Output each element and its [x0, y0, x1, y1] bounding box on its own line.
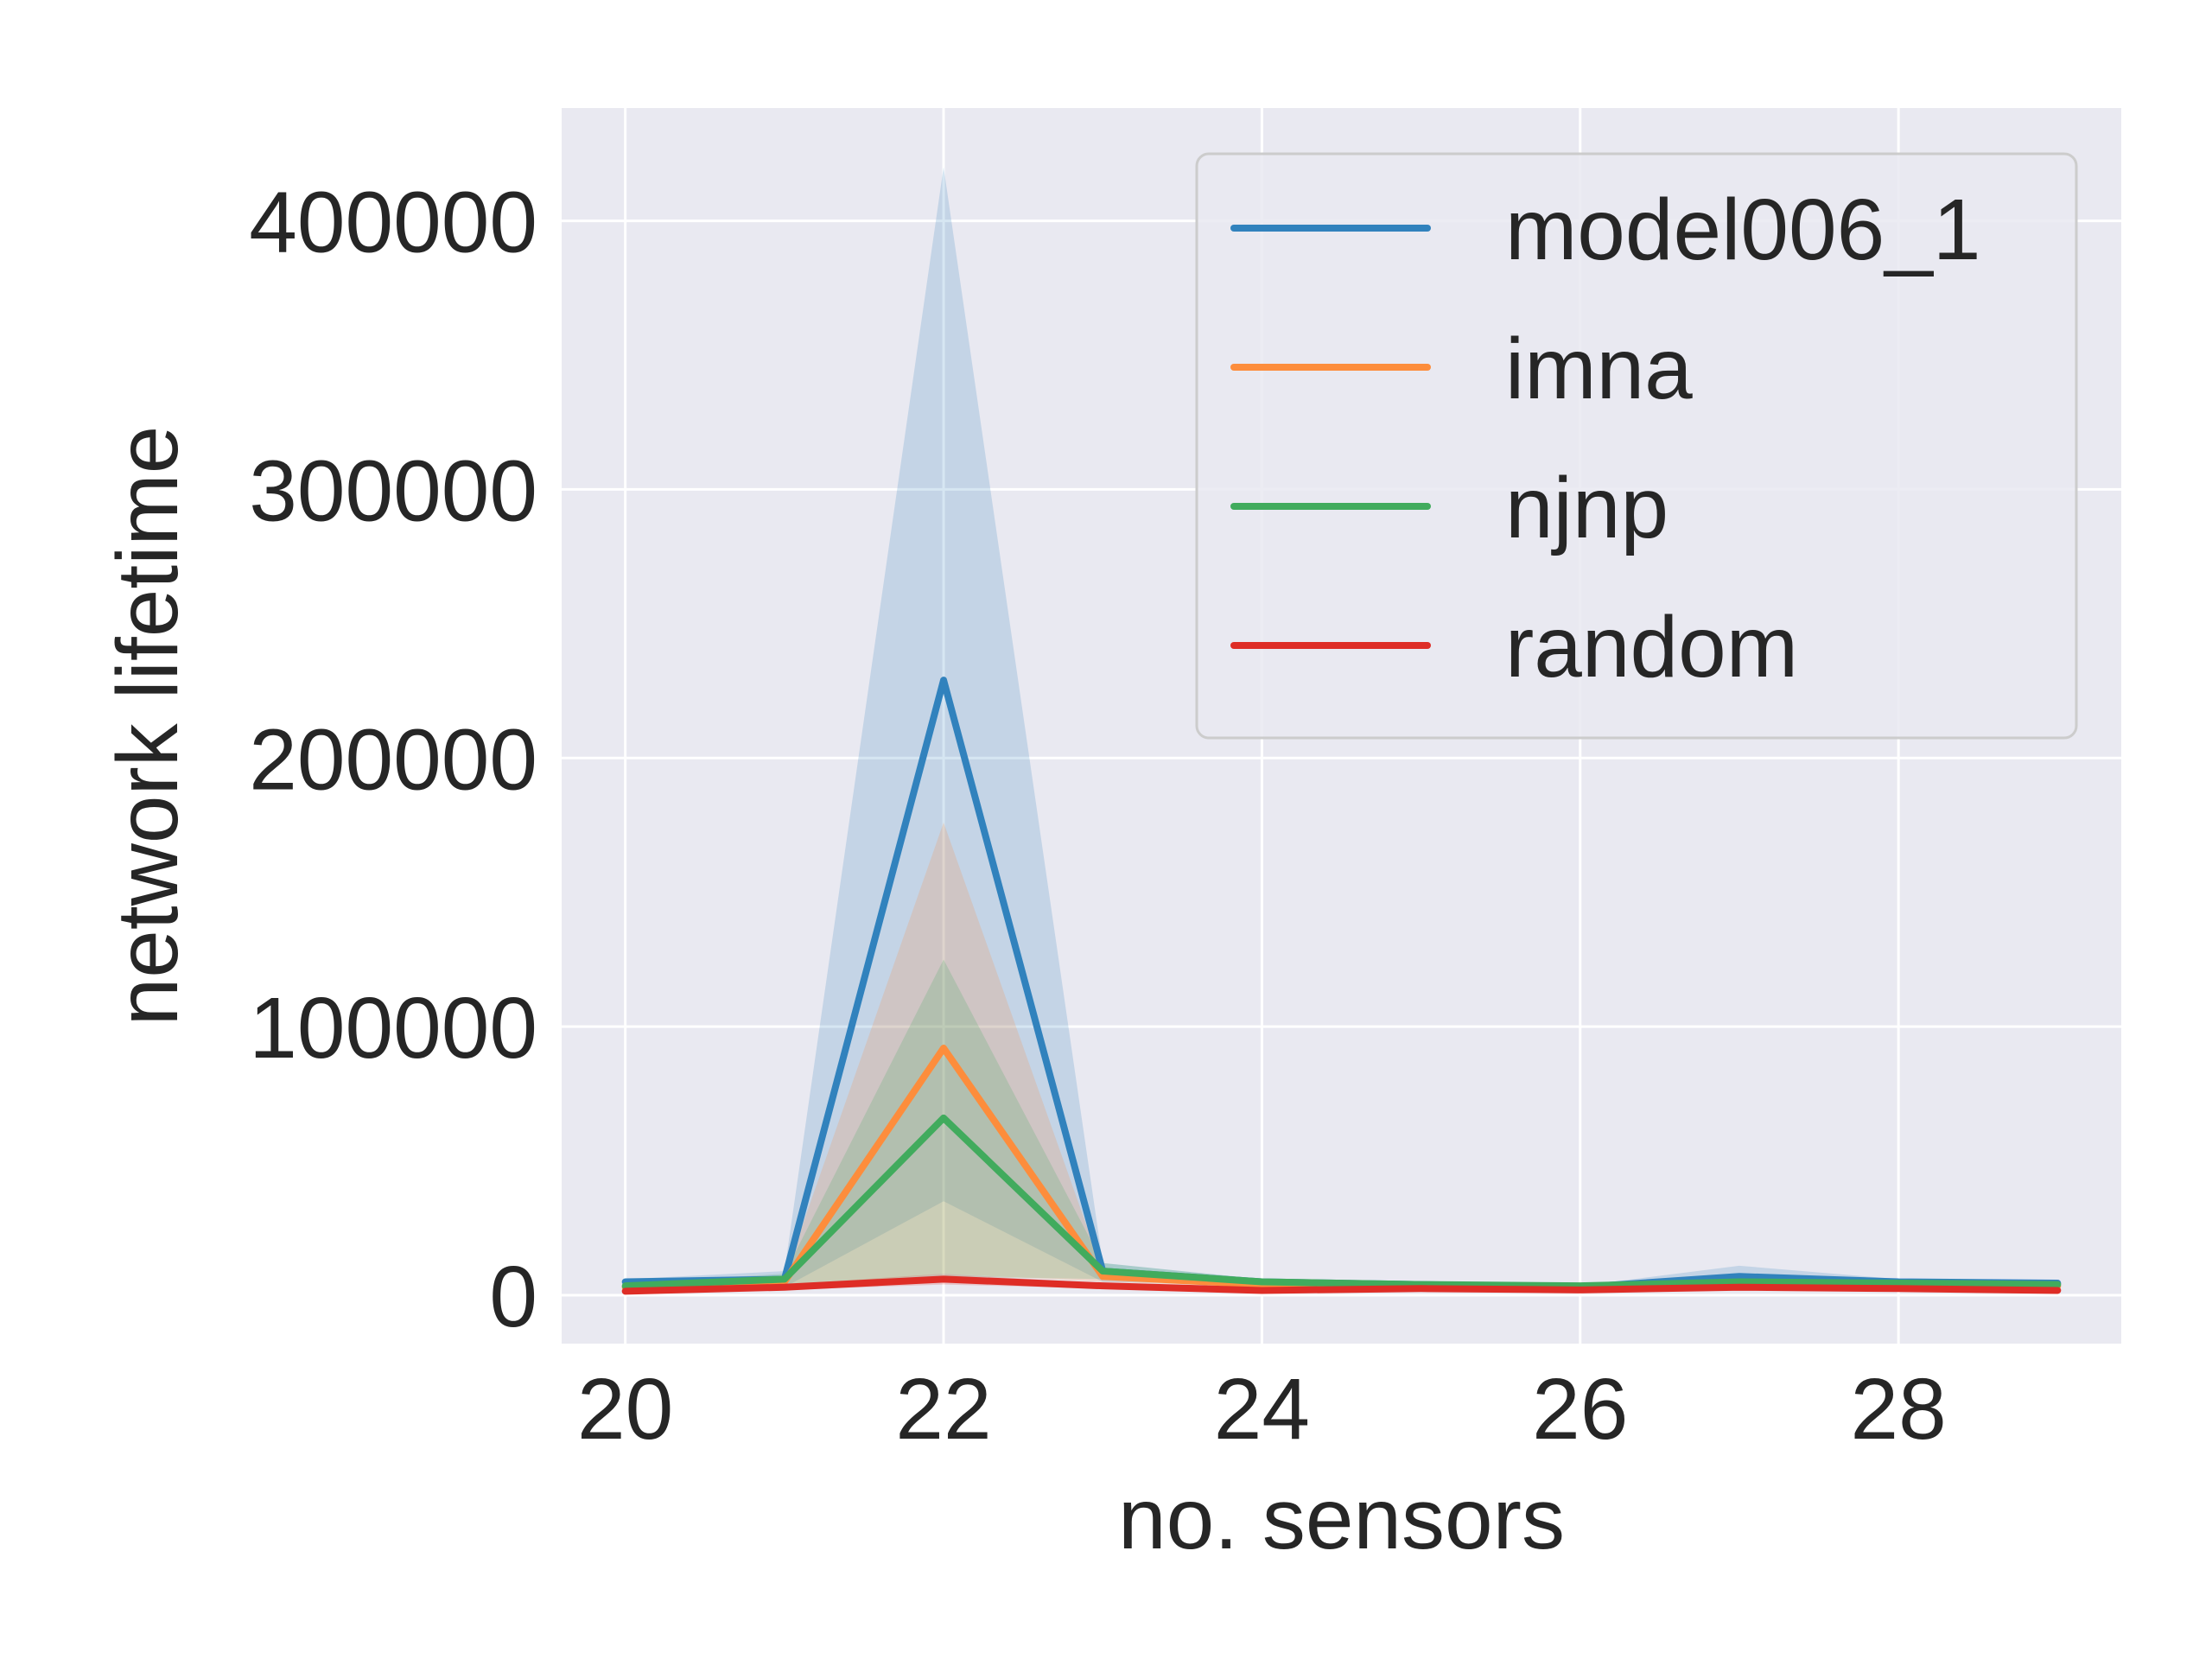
x-tick-label: 28: [1851, 1361, 1947, 1458]
x-tick-label: 20: [577, 1361, 673, 1458]
legend-label-random: random: [1505, 599, 1798, 696]
y-tick-label: 100000: [249, 980, 537, 1077]
legend-label-njnp: njnp: [1505, 460, 1669, 556]
band-model006_1: [625, 167, 2058, 1289]
x-tick-label: 22: [895, 1361, 991, 1458]
y-tick-label: 400000: [249, 175, 537, 271]
line-njnp: [621, 1114, 2062, 1290]
legend-box: [1195, 152, 2078, 740]
band-imna: [625, 822, 2058, 1290]
legend-label-model006_1: model006_1: [1505, 181, 1980, 278]
y-axis-label: network lifetime: [99, 426, 196, 1027]
y-tick-label: 200000: [249, 711, 537, 808]
y-tick-label: 0: [489, 1249, 537, 1345]
x-tick-labels: 20 22 24 26 28: [577, 1361, 1947, 1458]
x-tick-label: 24: [1214, 1361, 1310, 1458]
band-njnp: [625, 959, 2058, 1289]
x-axis-label: no. sensors: [1118, 1471, 1565, 1567]
line-random: [621, 1275, 2062, 1295]
y-tick-label: 300000: [249, 442, 537, 539]
series-lines: [621, 677, 2062, 1295]
y-tick-labels: 0 100000 200000 300000 400000: [249, 175, 537, 1345]
legend-label-imna: imna: [1505, 321, 1693, 417]
x-tick-label: 26: [1532, 1361, 1628, 1458]
